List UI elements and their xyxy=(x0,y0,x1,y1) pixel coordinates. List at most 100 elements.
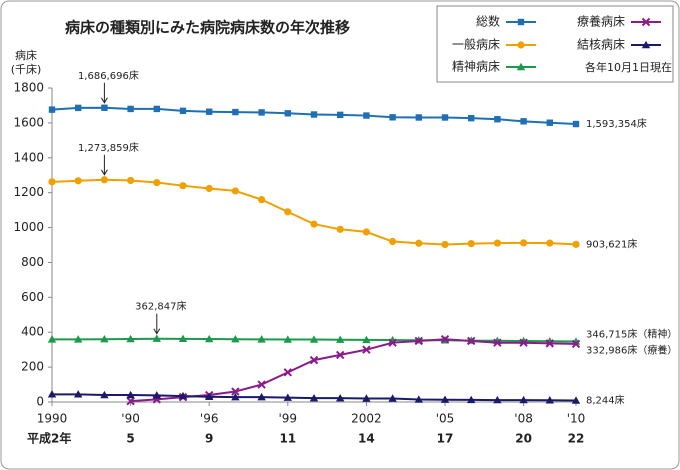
y-tick-label: 1200 xyxy=(13,185,44,199)
data-point xyxy=(309,335,319,343)
data-point xyxy=(101,104,108,111)
value-label: 8,244床 xyxy=(586,394,625,407)
data-point xyxy=(494,116,501,123)
value-label: 903,621床 xyxy=(586,237,637,250)
data-point xyxy=(127,176,135,185)
data-point xyxy=(362,345,371,354)
data-point xyxy=(493,338,502,347)
y-tick-label: 400 xyxy=(21,325,44,339)
data-point xyxy=(126,396,135,406)
data-point xyxy=(388,338,397,347)
data-point xyxy=(468,114,475,122)
value-label: 362,847床 xyxy=(135,300,186,313)
data-point xyxy=(335,350,345,360)
legend-label: 一般病床 xyxy=(452,37,500,52)
y-tick-label: 200 xyxy=(21,360,44,374)
data-point xyxy=(127,105,134,113)
data-point xyxy=(388,394,397,402)
data-point xyxy=(75,104,82,112)
data-point xyxy=(414,336,424,346)
data-point xyxy=(363,112,370,119)
data-point xyxy=(545,339,555,348)
y-tick-label: 1600 xyxy=(13,115,44,129)
x-era-label: 17 xyxy=(437,432,454,446)
y-tick-label: 1000 xyxy=(13,220,44,234)
x-era-label: 14 xyxy=(358,432,375,446)
legend-marker xyxy=(516,62,526,71)
data-point xyxy=(74,390,83,398)
x-tick-label: 2002 xyxy=(351,412,382,426)
x-era-label: 5 xyxy=(126,432,134,446)
y-tick-label: 1800 xyxy=(13,81,44,95)
data-point xyxy=(415,114,422,121)
data-point xyxy=(100,335,109,343)
data-point xyxy=(493,239,501,247)
data-point xyxy=(206,108,213,115)
data-point xyxy=(336,335,345,343)
data-point xyxy=(283,368,293,377)
data-point xyxy=(179,107,187,115)
data-point xyxy=(520,118,527,125)
data-point xyxy=(178,391,188,400)
data-point xyxy=(284,208,292,216)
data-point xyxy=(467,395,476,404)
data-point xyxy=(153,105,160,113)
data-point xyxy=(257,392,266,401)
legend-marker xyxy=(517,18,525,26)
value-label: 346,715床（精神） xyxy=(586,328,677,341)
x-era-label: 22 xyxy=(568,432,585,446)
data-point xyxy=(337,111,344,119)
chart-title: 病床の種類別にみた病院病床数の年次推移 xyxy=(65,19,350,37)
annotation-arrowhead xyxy=(100,97,108,104)
x-tick-label: 1990 xyxy=(37,412,68,426)
data-point xyxy=(571,396,581,404)
data-point xyxy=(100,176,108,184)
data-point xyxy=(126,334,135,343)
data-point xyxy=(414,395,423,403)
series-line xyxy=(130,338,577,403)
data-point xyxy=(493,395,502,404)
data-point xyxy=(74,177,82,185)
y-tick-label: 0 xyxy=(36,395,44,409)
legend-label: 精神病床 xyxy=(452,59,500,74)
y-tick-label: 1400 xyxy=(13,150,44,164)
data-point xyxy=(205,334,214,343)
data-point xyxy=(47,335,57,343)
data-point xyxy=(178,334,188,343)
data-point xyxy=(440,395,450,403)
data-point xyxy=(231,187,239,195)
x-tick-label: '96 xyxy=(200,412,219,426)
data-point xyxy=(336,393,345,402)
data-point xyxy=(283,335,292,343)
data-point xyxy=(257,380,266,389)
data-point xyxy=(309,393,319,402)
x-era-label: 平成2年 xyxy=(27,431,71,446)
y-axis-label: 病床(千床) xyxy=(11,48,42,76)
data-point xyxy=(572,240,580,248)
data-point xyxy=(362,394,371,402)
value-label: 1,686,696床 xyxy=(78,69,139,82)
data-point xyxy=(152,391,161,399)
x-era-label: 11 xyxy=(279,432,296,446)
data-point xyxy=(100,390,109,399)
legend-label: 結核病床 xyxy=(577,37,625,52)
legend-label: 療養病床 xyxy=(577,14,625,29)
x-tick-label: '10 xyxy=(567,412,586,426)
data-point xyxy=(258,109,265,116)
x-tick-label: '90 xyxy=(121,412,140,426)
data-point xyxy=(257,335,266,343)
data-point xyxy=(389,114,396,121)
legend-marker xyxy=(517,41,525,49)
y-tick-label: 600 xyxy=(21,290,44,304)
data-point xyxy=(232,108,239,116)
x-tick-label: '05 xyxy=(436,412,455,426)
legend-marker xyxy=(641,17,651,27)
data-point xyxy=(310,111,318,118)
data-point xyxy=(310,220,318,228)
data-point xyxy=(362,335,371,344)
data-point xyxy=(48,106,56,113)
data-point xyxy=(520,239,528,247)
data-point xyxy=(126,390,135,399)
annotation-arrowhead xyxy=(153,328,161,335)
data-point xyxy=(336,225,344,233)
